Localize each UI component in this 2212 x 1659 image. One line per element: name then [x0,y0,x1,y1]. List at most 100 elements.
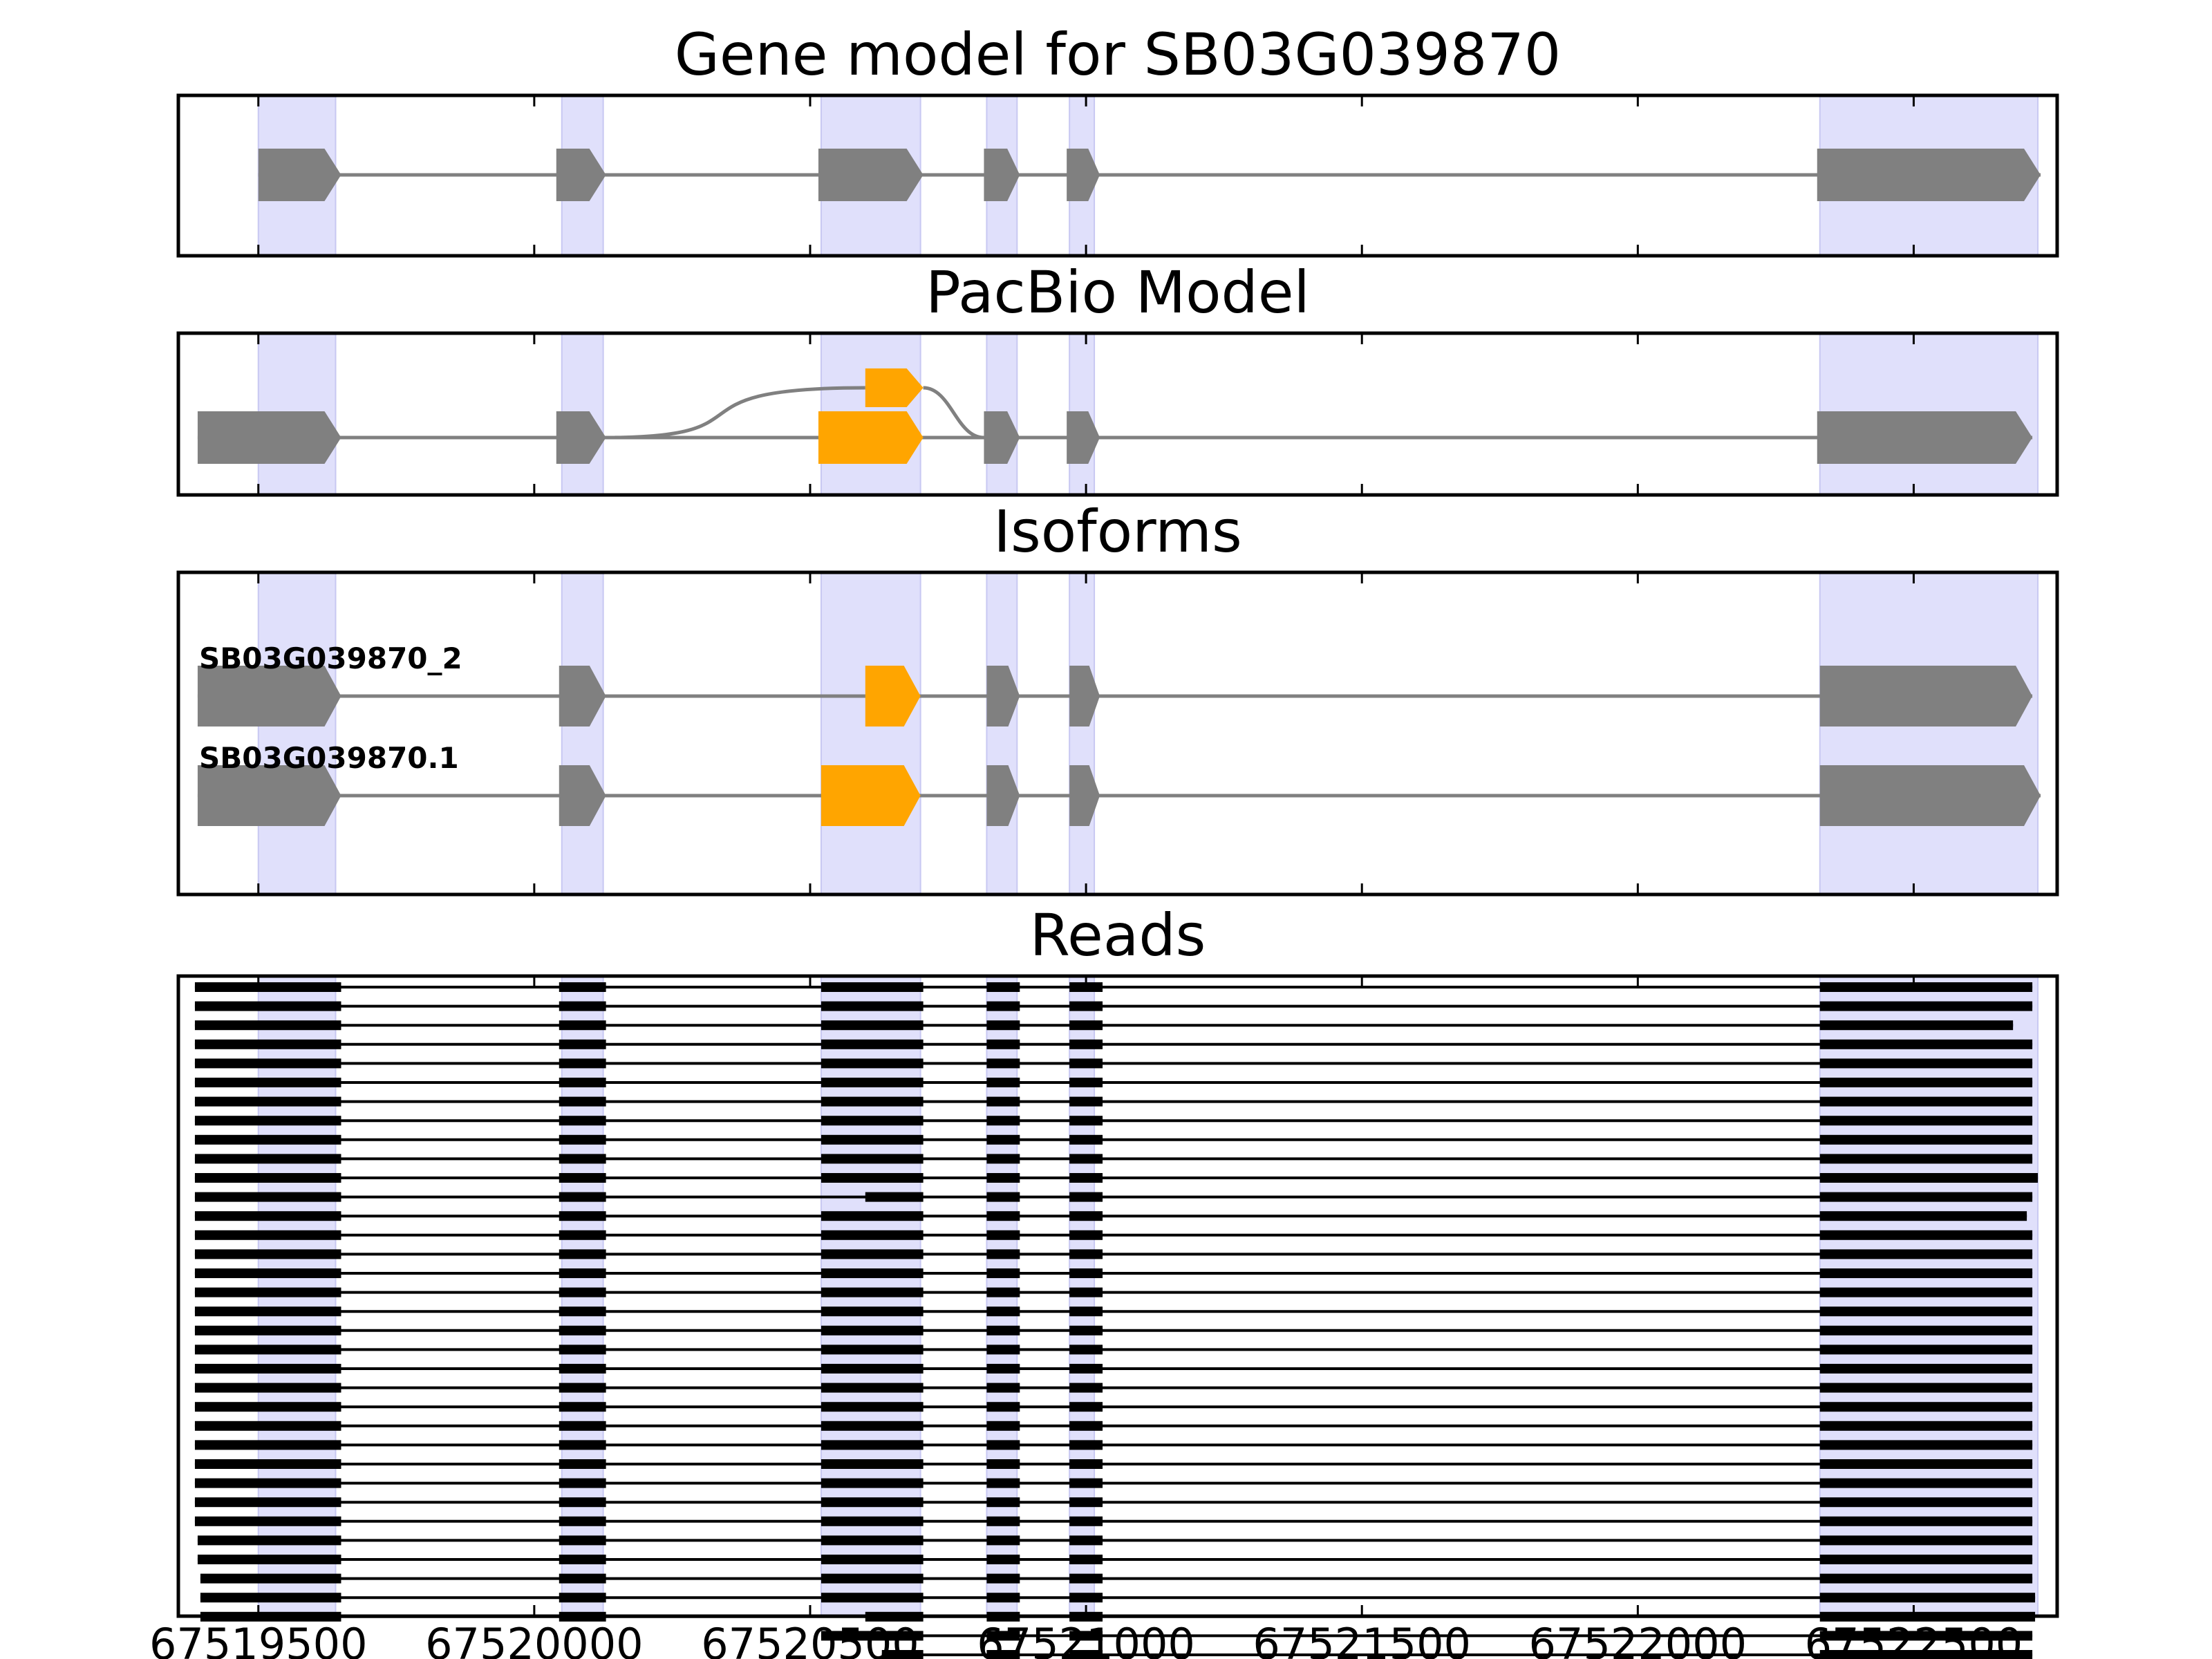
read-block [1069,1116,1103,1126]
read-block [821,1344,924,1355]
read [197,1555,2033,1564]
read-block [194,1516,341,1526]
exon [1067,149,1100,201]
read-block [194,1344,341,1355]
read [197,1535,2033,1546]
read-block [194,1268,341,1278]
read-block [986,1001,1020,1011]
read-block [1069,1459,1103,1469]
read-block [821,1078,924,1087]
read [194,1402,2033,1412]
read-block [194,1020,341,1031]
read-block [1819,1306,2033,1317]
exon [1819,765,2041,826]
read [194,1382,2033,1393]
panel-title: Isoforms [993,498,1242,565]
highlight-band [561,572,604,895]
read-block [821,1154,924,1164]
read-block [821,982,924,992]
read [194,1287,2033,1297]
panel-0: Gene model for SB03G039870 [176,21,2059,258]
read-block [559,1593,606,1603]
exon [556,149,606,201]
read-block [559,1478,606,1488]
read-block [1819,1478,2033,1488]
read [881,1650,2033,1659]
read-block [1069,1573,1103,1584]
isoform-label: SB03G039870.1 [199,741,459,775]
read-block [821,1116,924,1126]
read-block [1819,1096,2033,1107]
read [194,1497,2033,1508]
junction-curve [923,386,984,440]
read-block [821,1555,924,1564]
read-block [986,1173,1020,1183]
read-block [1819,1344,2033,1355]
read-block [986,1478,1020,1488]
read-block [1069,1154,1103,1164]
read-block [559,1535,606,1546]
read-block [821,1096,924,1107]
read-block [1069,1650,1103,1659]
exon [865,666,921,727]
read-block [559,1230,606,1240]
read-block [821,1058,924,1069]
read [194,1134,2033,1145]
read-block [821,1325,924,1335]
read-block [1819,1535,2033,1546]
read-block [1069,1020,1103,1031]
read-block [1819,1440,2033,1450]
read-block [1819,1325,2033,1335]
read-block [559,1421,606,1431]
read [194,1268,2033,1278]
read-block [194,1134,341,1145]
read-block [1819,1173,2038,1183]
panel-frame [176,331,2059,497]
read-block [821,1535,924,1546]
read-block [821,1497,924,1508]
read-block [559,1058,606,1069]
read-block [559,1497,606,1508]
read-block [559,1096,606,1107]
read-block [1069,1134,1103,1145]
read-block [986,1631,1020,1641]
read-block [1819,1249,2033,1259]
read-block [986,1382,1020,1393]
read-block [194,1230,341,1240]
read-block [194,1058,341,1069]
read-block [821,1593,924,1603]
read-block [1069,1058,1103,1069]
read [194,1173,2038,1183]
exon [818,149,924,201]
read-block [559,1573,606,1584]
exon [258,149,341,201]
read-block [821,1440,924,1450]
panel-3: Reads 67519500 67520000 67520500 67521000 675… [149,901,2059,1659]
read-block [194,1478,341,1488]
read-block [1819,1459,2033,1469]
read-block [821,1287,924,1297]
exon [197,765,341,826]
read-block [986,1192,1020,1202]
read-block [194,1078,341,1087]
read-block [1069,1516,1103,1526]
read-block [986,1211,1020,1221]
read-block [1819,1058,2033,1069]
highlight-band [1819,572,2039,895]
x-tick-label: 67521500 [1253,1619,1471,1659]
read-block [821,1211,924,1221]
exon [818,411,924,464]
read-block [194,1173,341,1183]
read-block [986,1593,1020,1603]
read [194,1211,2027,1221]
read-block [986,1325,1020,1335]
read-block [194,1440,341,1450]
read [194,1096,2033,1107]
read-block [1069,1478,1103,1488]
read-block [1069,1268,1103,1278]
read-block [1069,1249,1103,1259]
read-block [821,1039,924,1049]
exon [1069,666,1100,727]
read-block [194,1459,341,1469]
read-block [821,1631,924,1641]
